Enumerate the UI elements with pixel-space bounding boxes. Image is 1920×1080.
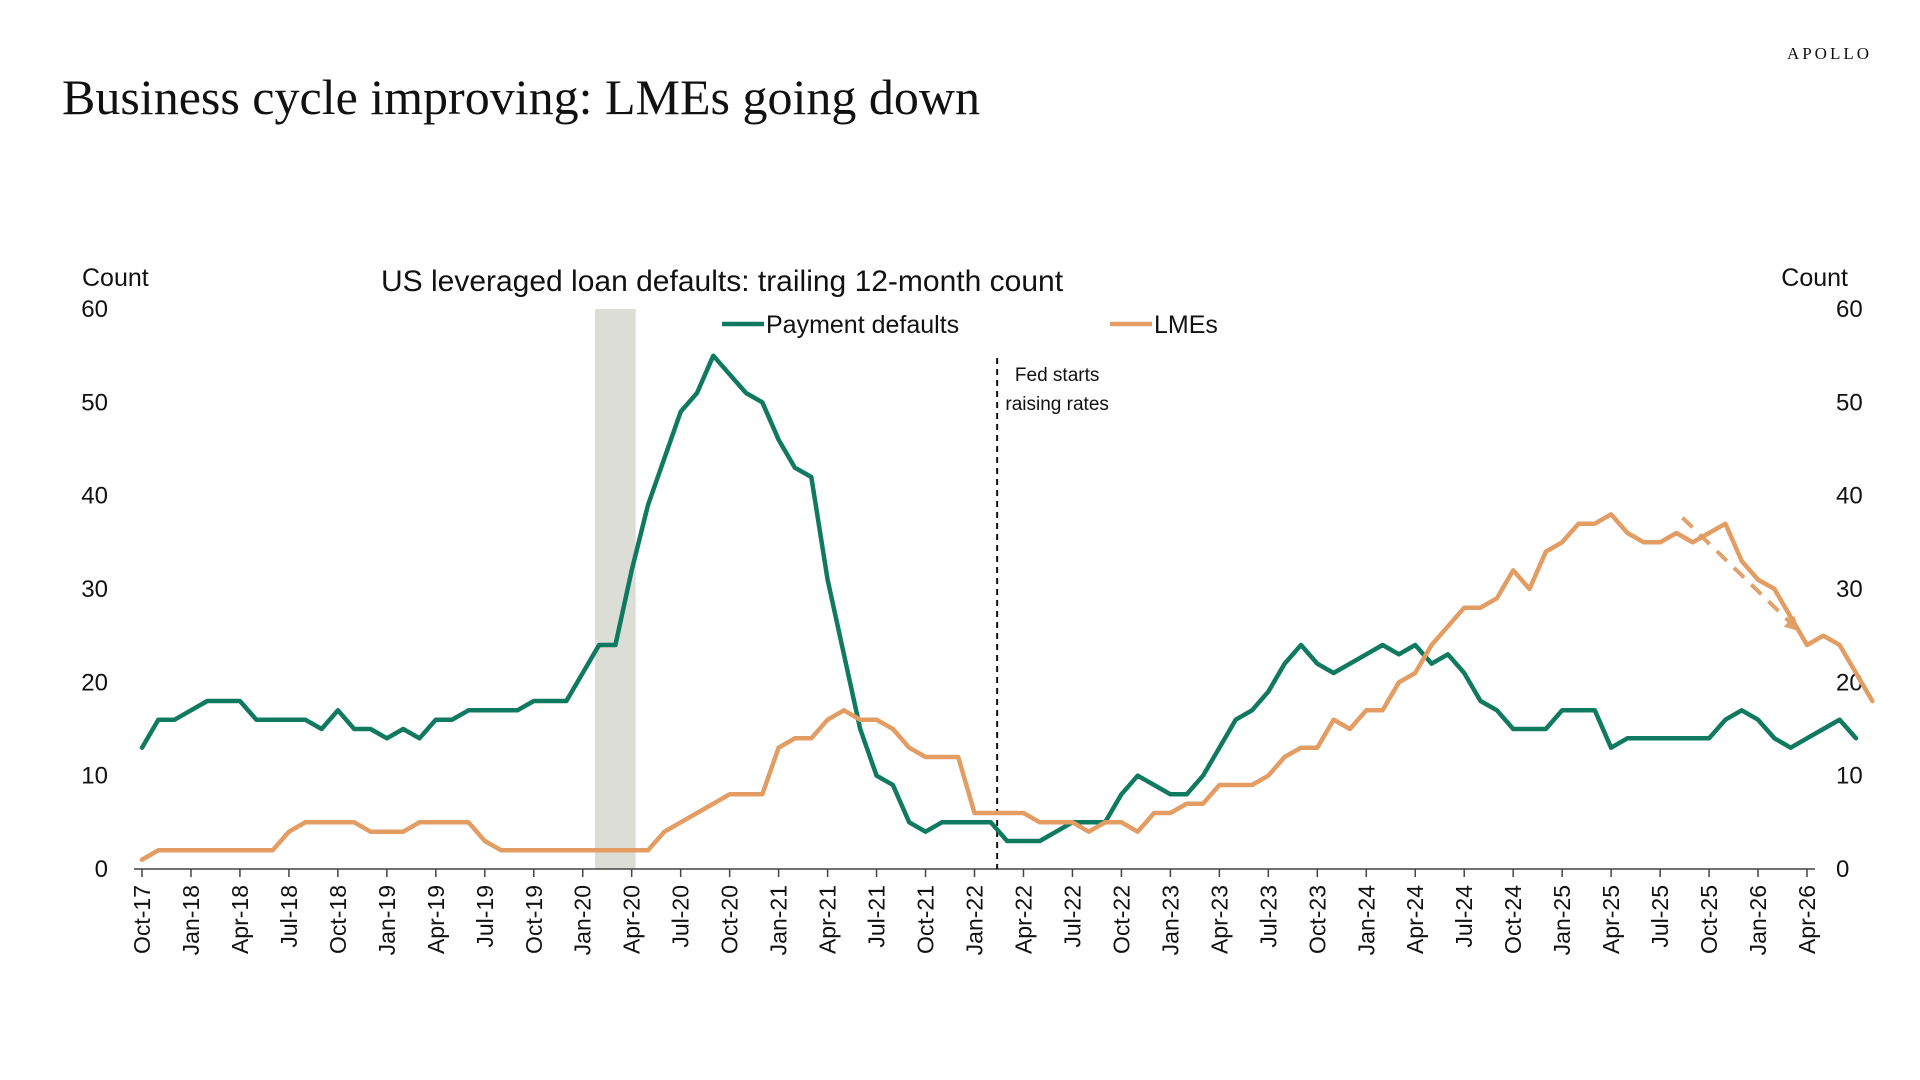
x-tick-label: Jul-22 bbox=[1059, 885, 1085, 948]
trend-arrow-shaft bbox=[1681, 516, 1801, 633]
x-tick-label: Apr-19 bbox=[423, 885, 449, 954]
x-tick-label: Oct-20 bbox=[717, 885, 743, 954]
y-tick-right: 60 bbox=[1836, 296, 1863, 323]
y-tick-left: 20 bbox=[81, 669, 108, 696]
y-tick-left: 60 bbox=[81, 296, 108, 323]
page-title: Business cycle improving: LMEs going dow… bbox=[62, 69, 980, 125]
y-tick-left: 0 bbox=[95, 856, 108, 883]
series-line-lmes bbox=[139, 512, 1875, 862]
y-tick-left: 50 bbox=[81, 389, 108, 416]
y-tick-right: 30 bbox=[1836, 576, 1863, 603]
y-tick-left: 40 bbox=[81, 483, 108, 510]
y-tick-right: 40 bbox=[1836, 483, 1863, 510]
legend-label: LMEs bbox=[1154, 311, 1218, 339]
y-tick-right: 0 bbox=[1836, 856, 1849, 883]
series-line-payment-defaults bbox=[139, 353, 1859, 844]
apollo-logo: APOLLO bbox=[1786, 44, 1872, 63]
x-tick-label: Jan-18 bbox=[178, 885, 204, 955]
x-tick-label: Jan-21 bbox=[766, 885, 792, 955]
y-tick-right: 10 bbox=[1836, 763, 1863, 790]
x-tick-label: Jul-25 bbox=[1647, 885, 1673, 948]
series-layer bbox=[139, 353, 1875, 862]
fed-rates-label: raising rates bbox=[1005, 394, 1109, 415]
x-tick-label: Jan-25 bbox=[1549, 885, 1575, 955]
x-tick-label: Oct-21 bbox=[913, 885, 939, 954]
x-tick-label: Jan-20 bbox=[570, 885, 596, 955]
x-tick-label: Jul-19 bbox=[472, 885, 498, 948]
x-tick-label: Apr-26 bbox=[1794, 885, 1820, 954]
right-axis-label: Count bbox=[1781, 264, 1848, 292]
x-tick-label: Oct-22 bbox=[1108, 885, 1134, 954]
x-tick-label: Jul-20 bbox=[668, 885, 694, 948]
x-tick-label: Jan-24 bbox=[1353, 885, 1379, 956]
x-tick-label: Oct-17 bbox=[129, 885, 155, 954]
chart-title: US leveraged loan defaults: trailing 12-… bbox=[381, 265, 1064, 298]
y-tick-left: 30 bbox=[81, 576, 108, 603]
x-tick-label: Jul-23 bbox=[1255, 885, 1281, 948]
x-tick-label: Apr-22 bbox=[1010, 885, 1036, 954]
x-tick-label: Oct-23 bbox=[1304, 885, 1330, 954]
left-axis-label: Count bbox=[82, 264, 149, 292]
legend-layer: Payment defaults LMEs bbox=[722, 311, 1218, 339]
x-tick-label: Oct-25 bbox=[1696, 885, 1722, 954]
x-tick-label: Apr-24 bbox=[1402, 885, 1428, 954]
y-tick-right: 50 bbox=[1836, 389, 1863, 416]
x-tick-label: Jan-19 bbox=[374, 885, 400, 955]
legend-label: Payment defaults bbox=[766, 311, 959, 339]
x-tick-label: Oct-24 bbox=[1500, 885, 1526, 954]
x-tick-label: Jul-24 bbox=[1451, 885, 1477, 948]
x-tick-label: Jul-21 bbox=[864, 885, 890, 948]
annotations-layer: Fed starts raising rates bbox=[996, 358, 1801, 869]
y-tick-left: 10 bbox=[81, 763, 108, 790]
x-tick-label: Apr-18 bbox=[227, 885, 253, 954]
x-tick-label: Apr-21 bbox=[815, 885, 841, 954]
fed-rates-label: Fed starts bbox=[1015, 365, 1099, 386]
x-tick-label: Jan-26 bbox=[1745, 885, 1771, 955]
x-tick-label: Apr-25 bbox=[1598, 885, 1624, 954]
x-tick-label: Jul-18 bbox=[276, 885, 302, 948]
x-tick-label: Apr-20 bbox=[619, 885, 645, 954]
x-tick-label: Apr-23 bbox=[1206, 885, 1232, 954]
x-tick-label: Oct-18 bbox=[325, 885, 351, 954]
x-tick-label: Oct-19 bbox=[521, 885, 547, 954]
x-tick-label: Jan-22 bbox=[962, 885, 988, 955]
x-tick-label: Jan-23 bbox=[1157, 885, 1183, 955]
